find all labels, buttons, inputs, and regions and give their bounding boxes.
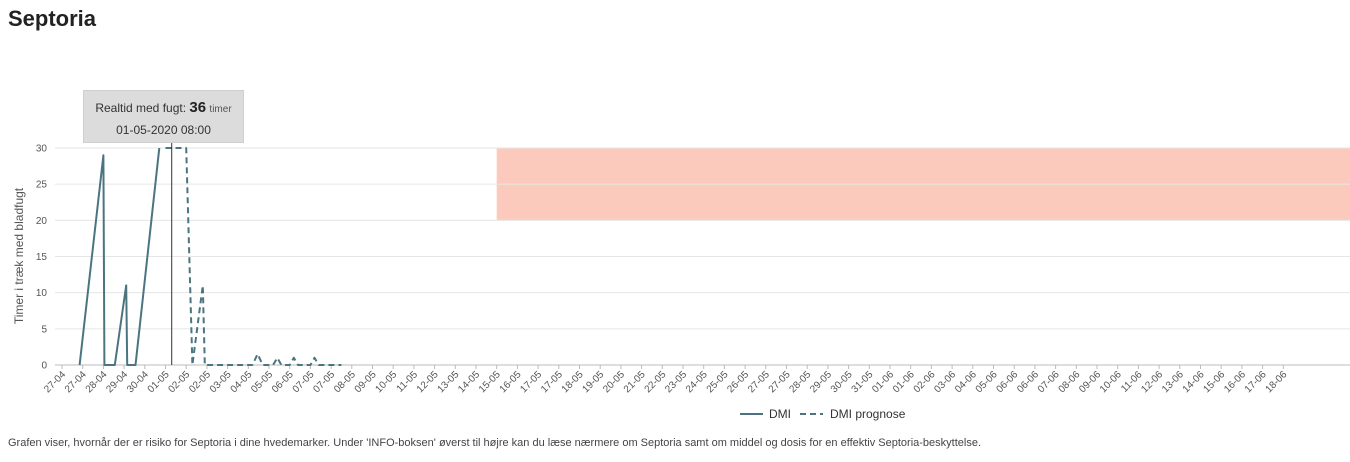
- series-line-0: [78, 147, 161, 366]
- y-tick-label: 30: [36, 144, 48, 155]
- x-tick-label: 11-05: [395, 369, 421, 395]
- x-tick-label: 27-04: [42, 369, 68, 395]
- x-tick-label: 17-05: [518, 369, 544, 395]
- x-tick-label: 11-06: [1119, 369, 1145, 395]
- x-tick-label: 10-06: [1098, 369, 1124, 395]
- x-tick-label: 19-05: [580, 369, 606, 395]
- y-tick-label: 25: [36, 180, 48, 191]
- x-tick-label: 01-05: [146, 369, 172, 395]
- x-tick-label: 06-05: [270, 369, 296, 395]
- x-tick-label: 16-06: [1222, 369, 1248, 395]
- x-tick-label: 06-06: [1015, 369, 1041, 395]
- tooltip-label: Realtid med fugt:: [95, 101, 187, 115]
- x-tick-label: 02-06: [912, 369, 938, 395]
- x-tick-label: 05-05: [249, 369, 275, 395]
- x-tick-label: 25-05: [705, 369, 731, 395]
- x-tick-label: 12-06: [1139, 369, 1165, 395]
- x-tick-label: 17-05: [539, 369, 565, 395]
- x-tick-label: 08-06: [1057, 369, 1083, 395]
- page-title: Septoria: [8, 6, 97, 31]
- x-tick-label: 24-05: [684, 369, 710, 395]
- grid-layer: [55, 147, 1350, 366]
- x-tick-label: 13-05: [436, 369, 462, 395]
- x-tick-label: 01-06: [891, 369, 917, 395]
- tooltip-unit: timer: [209, 104, 232, 115]
- x-tick-label: 13-06: [1160, 369, 1186, 395]
- x-tick-label: 14-05: [456, 369, 482, 395]
- y-tick-label: 5: [41, 324, 47, 335]
- x-tick-label: 06-06: [994, 369, 1020, 395]
- x-tick-label: 16-05: [498, 369, 524, 395]
- tooltip-value: 36: [189, 99, 207, 116]
- x-tick-label: 08-05: [332, 369, 358, 395]
- series-line-1: [165, 147, 342, 366]
- x-tick-label: 04-06: [953, 369, 979, 395]
- x-tick-label: 17-06: [1243, 369, 1269, 395]
- x-tick-label: 27-04: [63, 369, 89, 395]
- x-tick-label: 27-05: [746, 369, 772, 395]
- x-tick-label: 21-05: [622, 369, 648, 395]
- tooltip-line-1: Realtid med fugt: 36 timer: [84, 98, 243, 120]
- y-tick-label: 10: [36, 288, 48, 299]
- x-tick-label: 09-06: [1077, 369, 1103, 395]
- x-tick-label: 20-05: [601, 369, 627, 395]
- y-tick-label: 0: [41, 361, 47, 372]
- x-tick-label: 27-05: [767, 369, 793, 395]
- x-tick-label: 07-05: [311, 369, 337, 395]
- y-tick-label: 15: [36, 252, 48, 263]
- chart-caption: Grafen viser, hvornår der er risiko for …: [8, 437, 982, 449]
- series-layer: [78, 147, 342, 366]
- x-tick-label: 02-05: [187, 369, 213, 395]
- x-tick-label: 03-06: [932, 369, 958, 395]
- legend[interactable]: DMI DMI prognose: [740, 407, 906, 421]
- y-axis-label: Timer i træk med bladfugt: [12, 187, 26, 324]
- x-tick-label: 05-06: [974, 369, 1000, 395]
- x-tick-label: 07-06: [1036, 369, 1062, 395]
- x-tick-label: 30-05: [829, 369, 855, 395]
- x-tick-label: 15-05: [477, 369, 503, 395]
- legend-dmi-prognose-label[interactable]: DMI prognose: [830, 407, 906, 421]
- legend-dmi-label[interactable]: DMI: [769, 407, 791, 421]
- x-tick-label: 29-05: [808, 369, 834, 395]
- x-tick-label: 18-05: [560, 369, 586, 395]
- x-tick-label: 10-05: [373, 369, 399, 395]
- tooltip-date: 01-05-2020 08:00: [116, 123, 211, 137]
- x-tick-label: 12-05: [415, 369, 441, 395]
- x-tick-label: 01-06: [870, 369, 896, 395]
- x-tick-label: 09-05: [353, 369, 379, 395]
- x-tick-label: 03-05: [208, 369, 234, 395]
- x-tick-label: 26-05: [725, 369, 751, 395]
- x-tick-label: 28-04: [84, 369, 110, 395]
- x-tick-label: 28-05: [787, 369, 813, 395]
- x-tick-label: 15-06: [1201, 369, 1227, 395]
- x-tick-label: 07-05: [291, 369, 317, 395]
- x-tick-label: 30-04: [125, 369, 151, 395]
- chart-tooltip: Realtid med fugt: 36 timer 01-05-2020 08…: [83, 90, 244, 143]
- x-tick-label: 22-05: [643, 369, 669, 395]
- x-axis-ticks: 27-0427-0428-0429-0430-0401-0502-0502-05…: [42, 365, 1290, 395]
- y-tick-label: 20: [36, 216, 48, 227]
- x-tick-label: 02-05: [166, 369, 192, 395]
- y-axis-ticks: 0 5 10 15 20 25 30: [36, 144, 48, 372]
- x-tick-label: 14-06: [1181, 369, 1207, 395]
- x-tick-label: 23-05: [663, 369, 689, 395]
- x-tick-label: 31-05: [850, 369, 876, 395]
- x-tick-label: 29-04: [104, 369, 130, 395]
- x-tick-label: 04-05: [229, 369, 255, 395]
- x-tick-label: 18-06: [1264, 369, 1290, 395]
